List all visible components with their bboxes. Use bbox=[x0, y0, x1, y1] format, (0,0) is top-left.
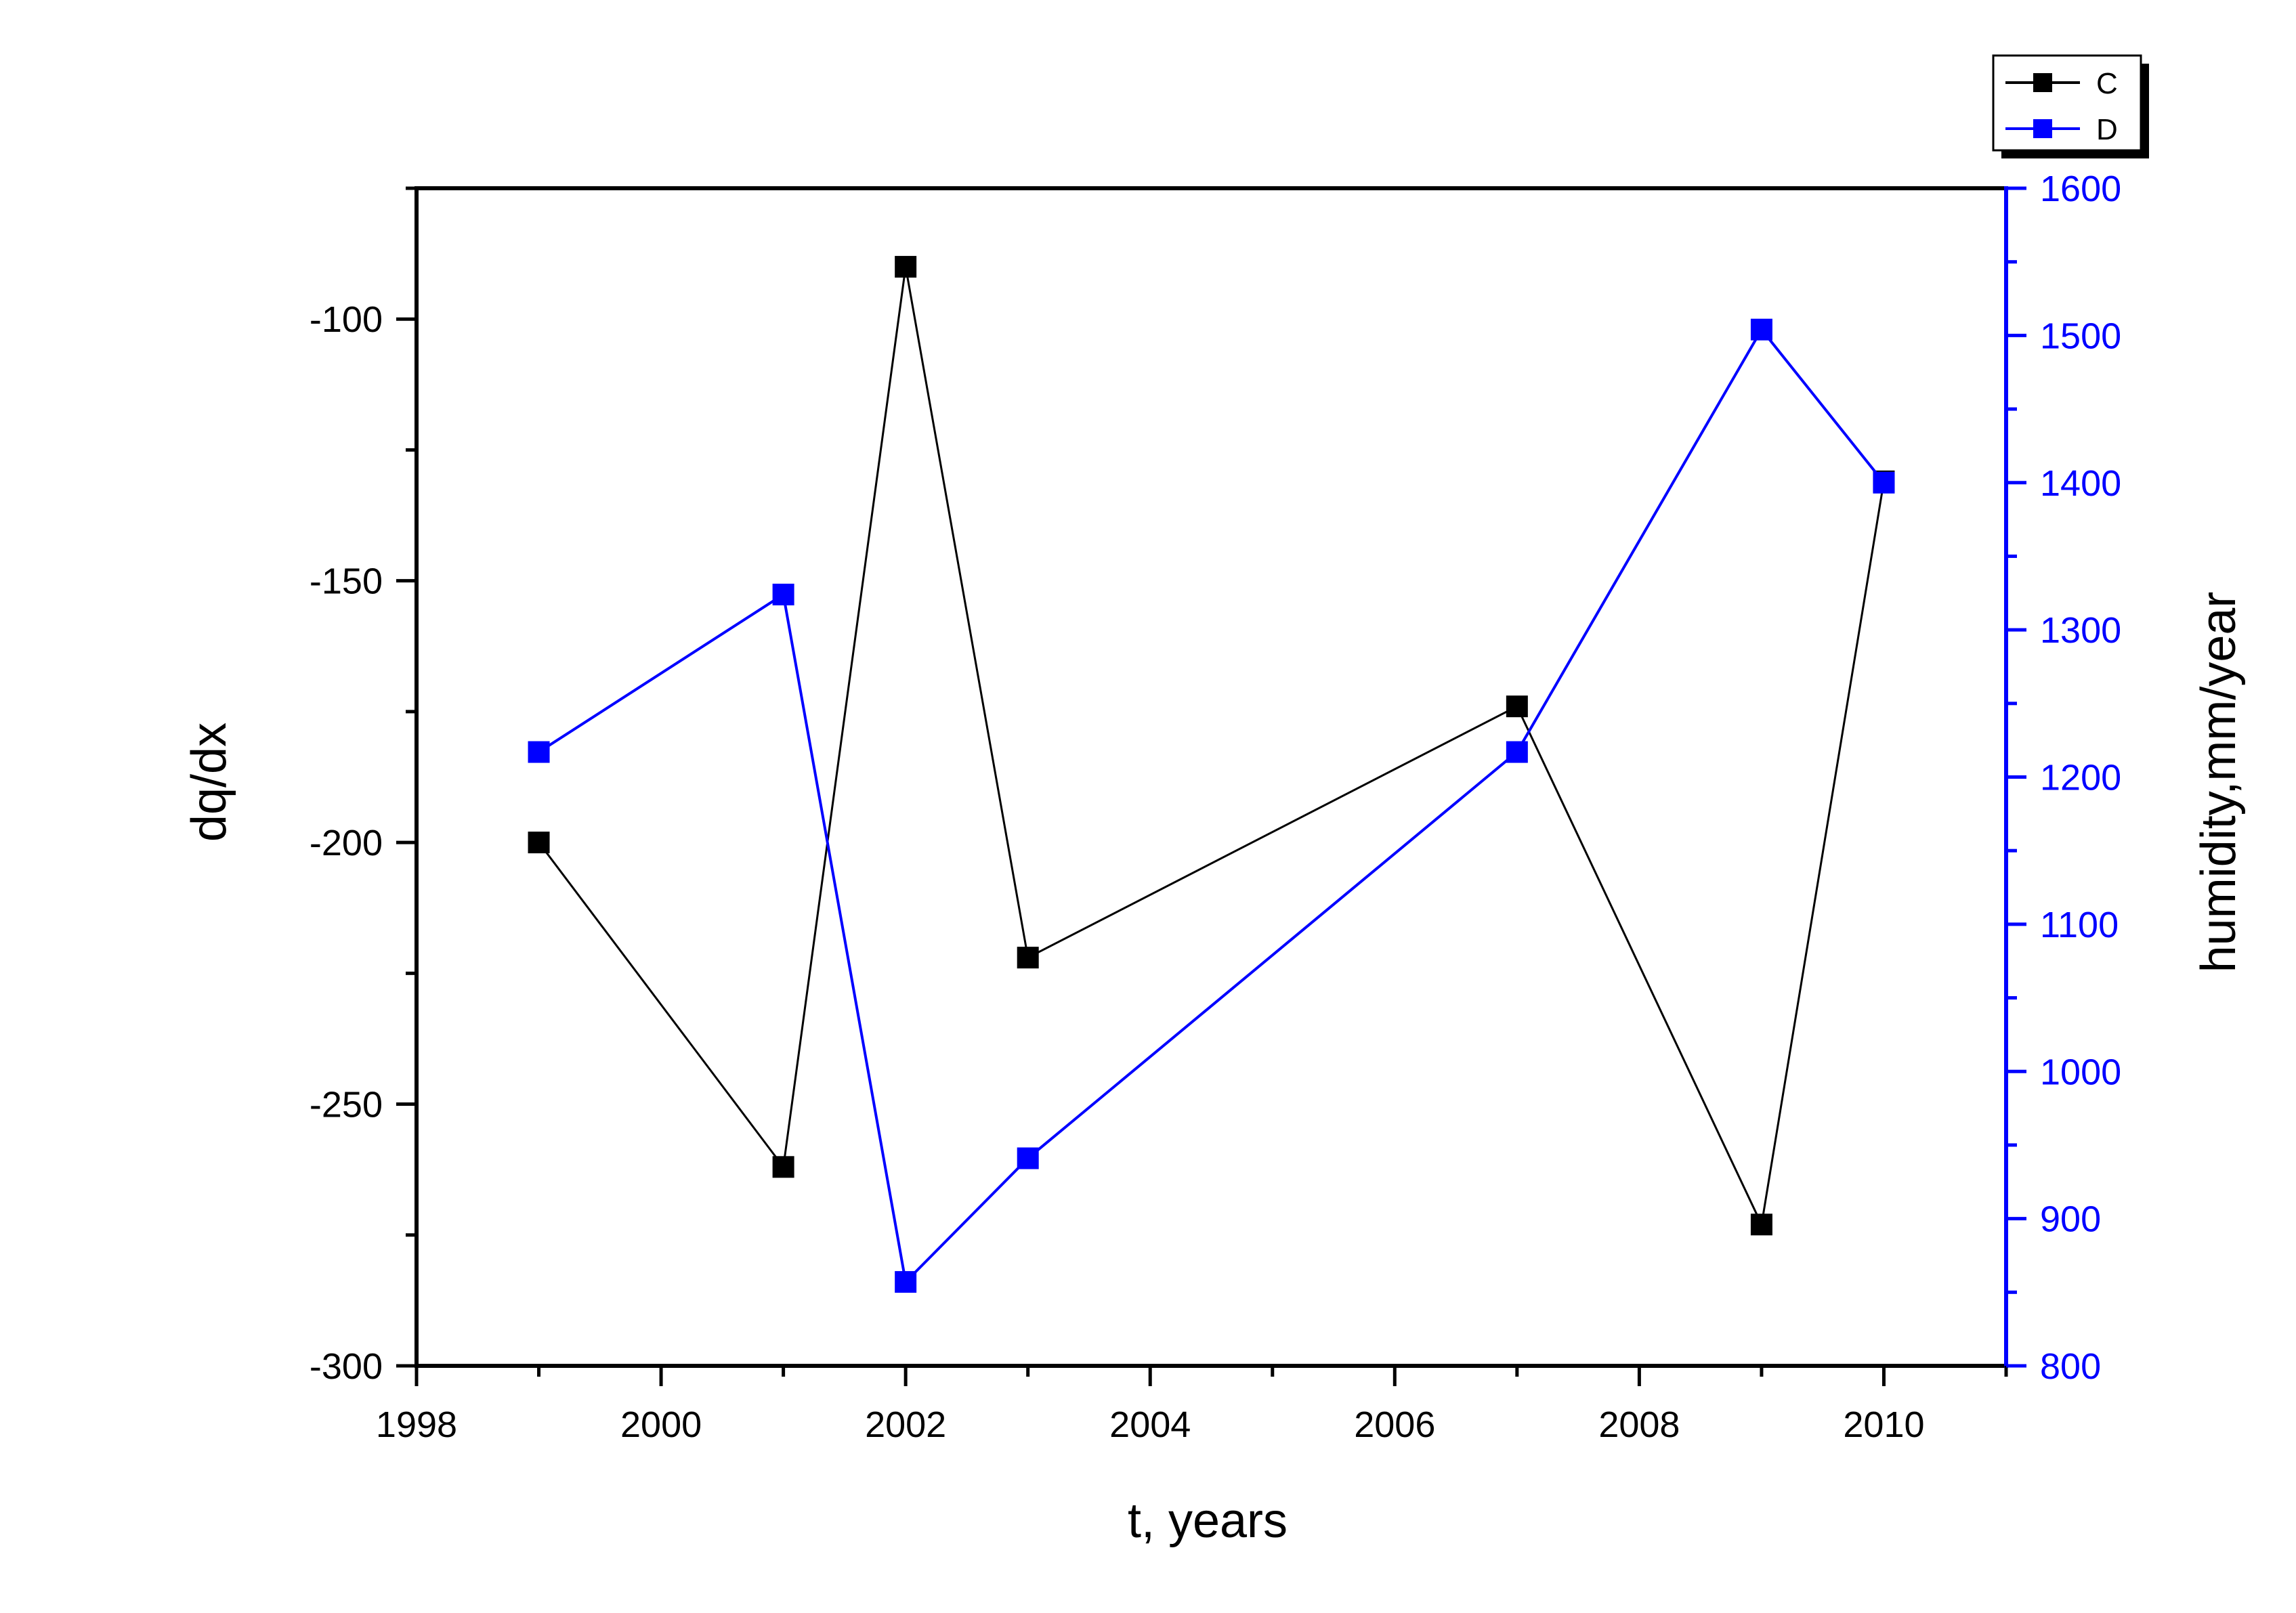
y-axis-left: -300 -250 -200 -150 -100 bbox=[310, 186, 417, 1387]
x-tick-label: 2008 bbox=[1598, 1404, 1680, 1445]
y-left-tick-label: -250 bbox=[310, 1085, 383, 1125]
legend-marker-D bbox=[2033, 119, 2052, 138]
series-D-point bbox=[895, 1271, 917, 1293]
x-tick-label: 2006 bbox=[1354, 1404, 1435, 1445]
y-right-tick-label: 1200 bbox=[2040, 758, 2121, 798]
series-C-line bbox=[538, 266, 1885, 1228]
legend-marker-C bbox=[2033, 73, 2052, 92]
y-left-tick-label: -150 bbox=[310, 561, 383, 602]
series-D-point bbox=[1873, 471, 1895, 494]
y-right-tick-label: 1000 bbox=[2040, 1052, 2121, 1092]
y-right-tick-label: 1600 bbox=[2040, 169, 2121, 209]
series-layer bbox=[528, 255, 1895, 1293]
y-right-tick-label: 1400 bbox=[2040, 463, 2121, 504]
y-right-tick-label: 1300 bbox=[2040, 610, 2121, 651]
series-D-point bbox=[1017, 1147, 1039, 1169]
series-C-point bbox=[1506, 695, 1528, 718]
legend: CD bbox=[1992, 54, 2149, 158]
x-tick-label: 2004 bbox=[1109, 1404, 1191, 1445]
series-D bbox=[528, 318, 1895, 1293]
series-C-point bbox=[528, 832, 550, 854]
y-axis-right-title: humidity,mm/year bbox=[2192, 592, 2246, 973]
y-right-tick-label: 800 bbox=[2040, 1346, 2101, 1387]
series-C-point bbox=[1750, 1213, 1772, 1236]
series-D-point bbox=[1506, 741, 1528, 763]
x-tick-label: 1998 bbox=[376, 1404, 457, 1445]
y-axis-left-title: dq/dx bbox=[182, 723, 236, 842]
plot-frame bbox=[414, 186, 2008, 1368]
y-right-tick-label: 900 bbox=[2040, 1199, 2101, 1240]
y-axis-right: 800 900 1000 1100 1200 1300 1400 1500 1600 bbox=[2006, 169, 2121, 1387]
y-right-tick-label: 1100 bbox=[2040, 905, 2119, 945]
legend-label-D: D bbox=[2096, 113, 2118, 146]
x-tick-label: 2010 bbox=[1843, 1404, 1924, 1445]
y-left-tick-label: -200 bbox=[310, 823, 383, 863]
series-C bbox=[528, 255, 1895, 1236]
x-axis-title: t, years bbox=[1128, 1494, 1288, 1548]
series-D-point bbox=[772, 583, 794, 605]
series-D-point bbox=[1750, 318, 1772, 341]
series-C-point bbox=[895, 255, 917, 278]
legend-box bbox=[1992, 54, 2142, 152]
y-right-tick-label: 1500 bbox=[2040, 316, 2121, 356]
series-D-point bbox=[528, 741, 550, 763]
x-tick-label: 2002 bbox=[865, 1404, 946, 1445]
series-C-point bbox=[772, 1156, 794, 1178]
legend-label-C: C bbox=[2096, 67, 2118, 100]
series-C-point bbox=[1017, 947, 1039, 969]
y-left-tick-label: -300 bbox=[310, 1346, 383, 1387]
y-left-tick-label: -100 bbox=[310, 299, 383, 340]
x-tick-label: 2000 bbox=[620, 1404, 702, 1445]
x-axis: 1998 2000 2002 2004 2006 2008 2010 bbox=[376, 1366, 2008, 1445]
series-D-line bbox=[538, 327, 1886, 1285]
